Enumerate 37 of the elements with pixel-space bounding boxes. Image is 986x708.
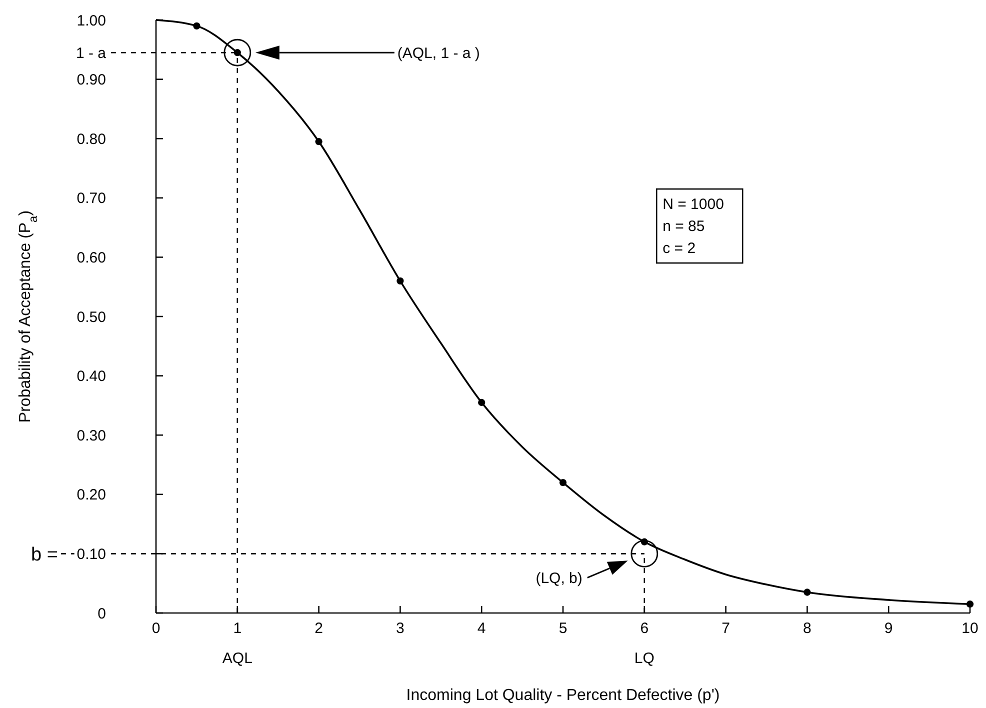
point — [559, 478, 567, 486]
y-tick-label: 0.20 — [76, 486, 106, 504]
annotation: (LQ, b) — [536, 570, 582, 587]
y-tick-label: 1.00 — [76, 12, 106, 30]
x-tick-label: 9 — [884, 620, 893, 637]
y-tick-label: 0.80 — [76, 130, 106, 148]
x-tick-label: 8 — [803, 620, 812, 637]
point — [478, 398, 486, 406]
ref-line-label: LQ — [634, 650, 654, 667]
annotation: (AQL, 1 - a ) — [397, 44, 480, 62]
annotation: N = 1000 n = 85 c = 2 — [662, 196, 724, 258]
ref-line-label: 1 - a — [76, 44, 107, 62]
y-tick-label: 0.30 — [76, 427, 106, 444]
x-tick-label: 5 — [558, 620, 568, 637]
y-tick-label: 0.10 — [76, 546, 106, 563]
x-tick-label: 10 — [962, 620, 978, 637]
x-tick-label: 4 — [477, 620, 486, 637]
point — [804, 588, 811, 596]
y-tick-label: 0.70 — [76, 190, 106, 208]
y-tick-label: 0.60 — [76, 249, 106, 266]
point — [193, 22, 200, 30]
y-tick-label: 0.50 — [76, 308, 106, 326]
x-tick-label: 2 — [314, 620, 323, 637]
y-tick-label: 0.90 — [76, 72, 106, 89]
y-tick-label: 0 — [98, 605, 106, 622]
x-tick-label: 0 — [152, 620, 160, 637]
point — [966, 600, 974, 608]
x-tick-label: 1 — [233, 620, 242, 637]
point — [396, 277, 404, 284]
x-tick-label: 7 — [722, 620, 730, 637]
ref-line-label: AQL — [222, 650, 252, 667]
point — [315, 138, 322, 146]
x-tick-label: 3 — [396, 620, 404, 637]
y-tick-label: 0.40 — [76, 368, 106, 386]
x-tick-label: 6 — [640, 620, 649, 637]
ref-line-label: b = — [31, 544, 58, 566]
x-axis-title: Incoming Lot Quality - Percent Defective (p') — [406, 687, 720, 704]
